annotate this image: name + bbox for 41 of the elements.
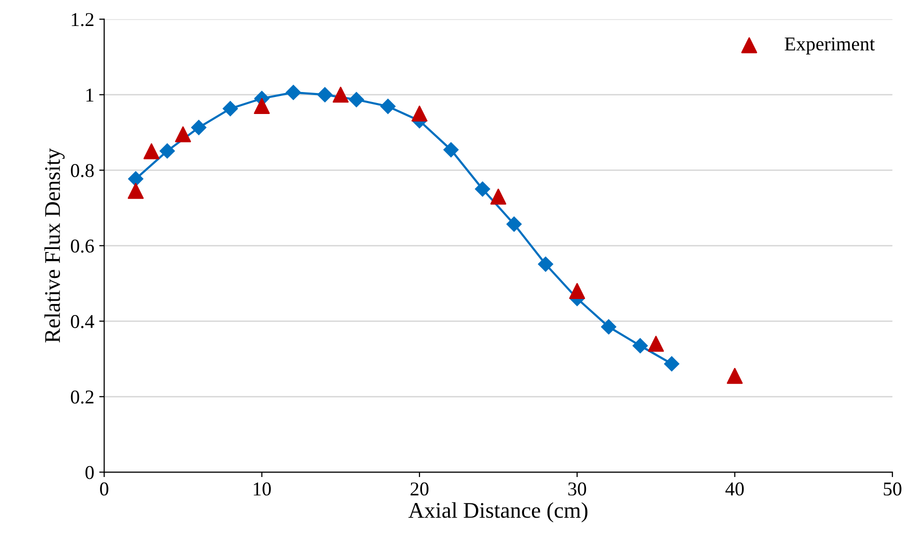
- point: [538, 256, 554, 272]
- y-tick-label: 0.6: [70, 239, 94, 253]
- point: [601, 319, 616, 334]
- point: [474, 181, 490, 197]
- x-tick-label: 20: [410, 482, 428, 496]
- point: [648, 336, 664, 352]
- point: [443, 142, 459, 158]
- point: [128, 171, 144, 186]
- point: [348, 92, 364, 108]
- point: [569, 282, 586, 299]
- point: [286, 84, 301, 100]
- x-tick-label: 30: [568, 482, 586, 496]
- point: [412, 106, 428, 122]
- y-tick-label: 1.2: [72, 13, 94, 26]
- x-tick-label: 0: [100, 482, 108, 496]
- point: [332, 86, 349, 103]
- point: [632, 338, 648, 354]
- legend-label: Experiment: [784, 37, 875, 54]
- y-tick-label: 0: [85, 466, 94, 480]
- point: [726, 368, 743, 384]
- point: [506, 216, 522, 232]
- point: [144, 143, 160, 160]
- y-tick-label: 0.8: [70, 164, 94, 178]
- point: [254, 98, 270, 114]
- point: [222, 101, 238, 116]
- x-tick-label: 40: [725, 482, 744, 496]
- point: [191, 120, 206, 136]
- y-axis-title: Relative Flux Density: [44, 148, 65, 343]
- x-tick-label: 10: [254, 482, 271, 496]
- point: [380, 98, 396, 114]
- y-tick-label: 1: [86, 88, 94, 102]
- x-axis-title: Axial Distance (cm): [408, 502, 588, 522]
- point: [160, 143, 175, 159]
- point: [664, 356, 680, 372]
- point: [128, 182, 144, 199]
- y-tick-label: 0.4: [70, 314, 94, 328]
- point: [175, 126, 191, 142]
- y-tick-label: 0.2: [70, 390, 94, 404]
- point: [317, 87, 332, 102]
- point: [490, 188, 506, 205]
- x-tick-label: 50: [884, 482, 902, 496]
